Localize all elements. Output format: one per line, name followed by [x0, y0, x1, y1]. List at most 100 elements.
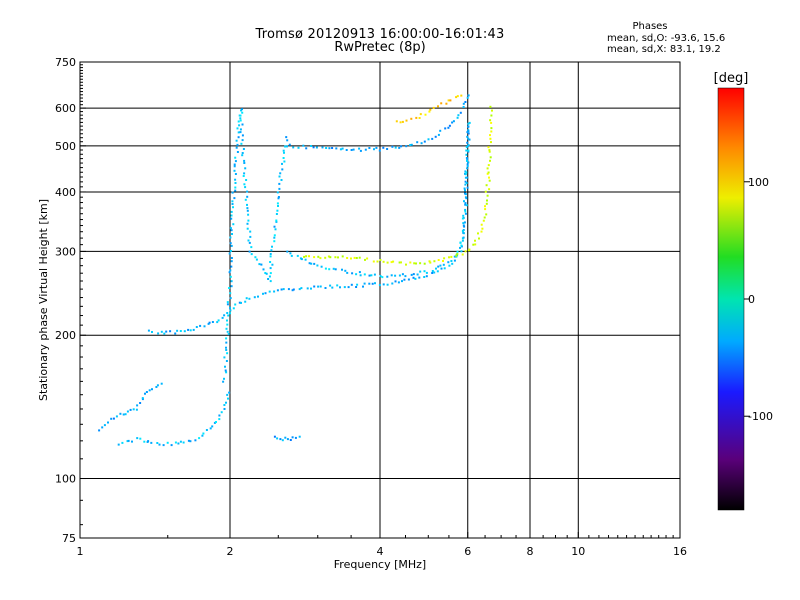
echo-point [228, 391, 231, 394]
echo-point [247, 213, 250, 216]
echo-point [271, 245, 273, 248]
echo-point [247, 239, 250, 242]
echo-point [227, 397, 229, 400]
echo-point [233, 169, 236, 172]
echo-point [483, 216, 486, 219]
echo-point [368, 282, 371, 285]
echo-point [395, 120, 398, 123]
echo-point [371, 282, 374, 285]
y-tick-label: 100 [55, 473, 76, 486]
echo-point [334, 268, 337, 271]
echo-point [226, 312, 229, 314]
echo-point [410, 117, 413, 120]
x-tick-label: 8 [527, 545, 534, 558]
echo-point [240, 142, 243, 145]
echo-point [341, 255, 344, 258]
echo-point [467, 149, 470, 152]
echo-point [431, 270, 434, 272]
echo-point [289, 439, 292, 441]
echo-point [447, 261, 450, 264]
echo-point [465, 204, 468, 207]
echo-point [151, 331, 153, 333]
echo-point [465, 171, 468, 174]
echo-point [136, 404, 139, 407]
echo-point [117, 443, 120, 446]
echo-point [163, 332, 166, 335]
echo-point [274, 228, 277, 231]
echo-point [382, 283, 385, 286]
echo-point [435, 267, 437, 270]
echo-point [440, 102, 443, 105]
echo-point [129, 408, 132, 411]
echo-point [461, 253, 464, 256]
y-tick-label: 400 [55, 186, 76, 199]
echo-point [378, 284, 381, 287]
echo-point [486, 194, 489, 197]
echo-point [183, 330, 186, 333]
echo-point [121, 441, 124, 444]
echo-point [462, 214, 465, 217]
echo-point [223, 314, 226, 317]
echo-point [275, 219, 278, 222]
echo-point [225, 371, 228, 374]
echo-point [463, 200, 465, 203]
echo-point [287, 288, 290, 291]
echo-point [265, 272, 268, 275]
echo-point [455, 254, 458, 257]
echo-point [217, 319, 220, 322]
echo-point [464, 208, 467, 211]
echo-points [98, 94, 493, 447]
echo-point [286, 250, 289, 253]
echo-point [226, 323, 229, 326]
echo-point [358, 147, 361, 150]
colorbar-tick-label: 0 [748, 293, 755, 306]
echo-point [410, 143, 413, 146]
echo-point [423, 270, 426, 273]
echo-point [418, 117, 421, 119]
x-tick-label: 4 [377, 545, 384, 558]
echo-point [317, 285, 320, 288]
echo-point [233, 165, 236, 168]
echo-point [237, 131, 240, 134]
echo-point [241, 152, 244, 154]
echo-point [398, 261, 401, 264]
echo-point [283, 151, 285, 154]
echo-point [466, 141, 469, 144]
echo-point [166, 441, 169, 444]
echo-point [312, 146, 315, 149]
echo-point [213, 421, 216, 424]
echo-point [230, 210, 233, 213]
echo-point [160, 330, 163, 333]
y-tick-label: 300 [55, 245, 76, 258]
echo-point [238, 124, 241, 127]
echo-point [226, 319, 228, 322]
echo-point [485, 184, 488, 187]
echo-point [405, 263, 407, 266]
echo-point [490, 114, 493, 117]
echo-point [135, 408, 138, 411]
echo-point [122, 413, 125, 416]
echo-point [107, 421, 109, 424]
echo-point [211, 321, 214, 323]
echo-point [466, 135, 469, 138]
echo-point [298, 435, 301, 438]
echo-point [329, 256, 332, 259]
echo-point [243, 162, 246, 164]
echo-point [490, 121, 493, 124]
echo-point [278, 187, 281, 190]
echo-point [362, 285, 364, 288]
echo-point [390, 274, 393, 277]
echo-point [262, 268, 265, 271]
echo-point [245, 297, 248, 300]
echo-point [275, 220, 278, 223]
echo-point [243, 172, 246, 175]
echo-point [464, 250, 467, 253]
echo-point [350, 149, 353, 151]
echo-point [233, 163, 236, 166]
echo-point [481, 227, 484, 230]
echo-point [249, 235, 252, 238]
echo-point [461, 237, 464, 240]
echo-point [334, 256, 337, 259]
echo-point [409, 261, 412, 264]
echo-point [286, 145, 288, 148]
